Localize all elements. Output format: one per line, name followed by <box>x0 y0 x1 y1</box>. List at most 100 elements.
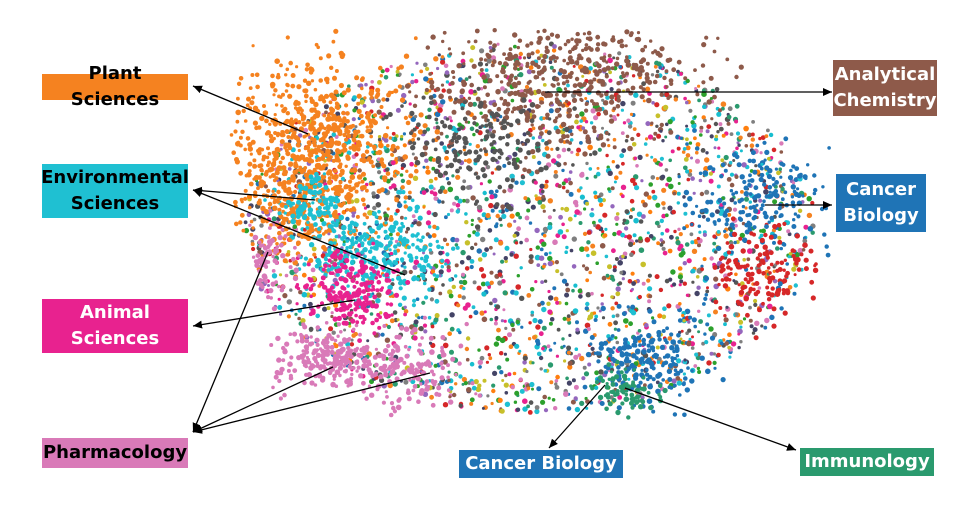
scatter-point <box>626 118 631 123</box>
scatter-point <box>690 268 696 274</box>
scatter-point <box>608 70 612 75</box>
scatter-point <box>584 101 589 106</box>
scatter-point <box>269 223 273 227</box>
scatter-point <box>705 151 709 155</box>
scatter-point <box>306 80 312 87</box>
scatter-point <box>628 241 634 247</box>
scatter-point <box>531 387 534 391</box>
scatter-point <box>612 137 617 142</box>
scatter-point <box>517 38 523 43</box>
scatter-point <box>587 45 592 50</box>
scatter-point <box>433 196 439 201</box>
scatter-point <box>619 270 624 275</box>
scatter-point <box>425 169 431 175</box>
scatter-point <box>252 158 257 163</box>
scatter-point <box>408 190 412 195</box>
scatter-point <box>371 150 375 154</box>
scatter-point <box>705 289 710 294</box>
scatter-point <box>524 215 530 221</box>
scatter-point <box>704 157 710 163</box>
scatter-point <box>677 227 681 231</box>
scatter-point <box>525 369 529 374</box>
scatter-point <box>444 215 448 220</box>
scatter-point <box>446 88 452 94</box>
scatter-point <box>458 343 464 349</box>
scatter-point <box>412 103 418 109</box>
scatter-point <box>624 44 628 48</box>
scatter-point <box>574 38 580 44</box>
scatter-point <box>548 60 553 64</box>
scatter-point <box>433 317 439 323</box>
scatter-point <box>555 374 560 380</box>
scatter-point <box>789 168 793 173</box>
scatter-point <box>513 62 518 67</box>
scatter-point <box>368 249 373 254</box>
scatter-point <box>318 78 324 83</box>
scatter-point <box>612 268 617 273</box>
scatter-point <box>693 364 698 368</box>
scatter-point <box>289 269 296 276</box>
scatter-point <box>561 81 566 86</box>
scatter-point <box>324 336 330 341</box>
scatter-point <box>568 191 574 197</box>
scatter-point <box>740 209 746 215</box>
scatter-point <box>389 236 394 241</box>
scatter-point <box>555 128 561 135</box>
scatter-point <box>312 137 317 142</box>
scatter-point <box>677 266 683 271</box>
scatter-point <box>441 39 445 44</box>
scatter-point <box>604 254 609 259</box>
scatter-point <box>410 198 415 203</box>
scatter-point <box>597 68 603 74</box>
scatter-point <box>582 32 587 36</box>
scatter-point <box>790 195 795 199</box>
scatter-point <box>317 227 322 231</box>
scatter-point <box>349 266 355 272</box>
scatter-point <box>627 145 633 152</box>
scatter-point <box>559 272 564 277</box>
scatter-point <box>489 280 494 285</box>
scatter-point <box>623 318 629 324</box>
scatter-point <box>573 396 578 401</box>
scatter-point <box>295 302 299 306</box>
scatter-point <box>271 385 275 390</box>
scatter-point <box>554 382 558 386</box>
scatter-point <box>603 52 607 56</box>
scatter-point <box>595 108 599 112</box>
scatter-point <box>345 208 350 212</box>
scatter-point <box>659 156 665 161</box>
scatter-point <box>509 173 515 179</box>
scatter-point <box>544 48 550 54</box>
scatter-point <box>284 73 288 77</box>
scatter-point <box>481 291 487 297</box>
scatter-point <box>315 313 321 319</box>
scatter-point <box>519 295 525 301</box>
scatter-point <box>535 245 540 250</box>
scatter-point <box>720 158 725 163</box>
scatter-point <box>568 141 572 145</box>
scatter-point <box>496 42 500 46</box>
scatter-point <box>345 87 351 93</box>
scatter-point <box>358 113 364 119</box>
scatter-point <box>376 235 381 239</box>
scatter-point <box>588 167 593 171</box>
scatter-point <box>453 100 458 105</box>
scatter-point <box>413 372 417 377</box>
scatter-point <box>299 154 306 160</box>
scatter-point <box>645 121 651 127</box>
scatter-point <box>331 132 337 137</box>
scatter-point <box>740 190 744 194</box>
scatter-point <box>562 344 566 348</box>
scatter-point <box>360 179 365 184</box>
scatter-point <box>558 138 564 144</box>
scatter-point <box>382 132 389 139</box>
scatter-point <box>769 215 775 221</box>
scatter-point <box>286 199 292 205</box>
scatter-point <box>760 135 766 141</box>
scatter-point <box>560 207 564 211</box>
scatter-point <box>539 183 545 189</box>
scatter-point <box>331 175 336 180</box>
scatter-point <box>233 129 238 134</box>
scatter-point <box>607 53 612 58</box>
scatter-point <box>379 311 383 315</box>
